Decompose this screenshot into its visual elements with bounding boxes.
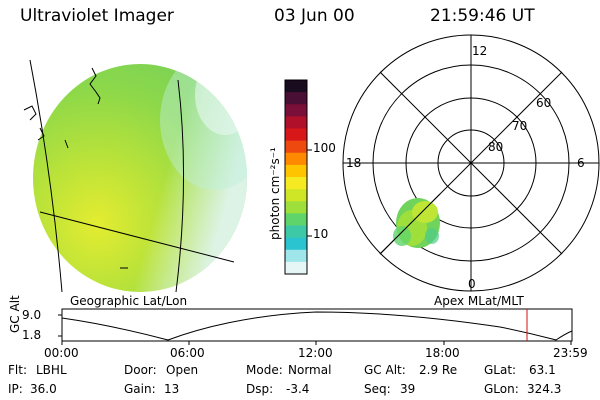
colorbar-tick-100: 100: [313, 141, 336, 155]
colorbar-band: [285, 140, 307, 154]
colorbar-band: [285, 213, 307, 226]
time-label: 21:59:46 UT: [430, 6, 535, 26]
apex-label: Apex MLat/MLT: [434, 294, 524, 308]
colorbar-band: [285, 261, 307, 275]
mlat-label-80: 80: [488, 140, 504, 154]
coastline: [23, 105, 37, 121]
longitude-line: [29, 59, 63, 293]
colorbar-band: [285, 80, 307, 93]
info-flt-value: LBHL: [36, 363, 67, 377]
info-mode-value: Normal: [288, 363, 332, 377]
colorbar-band: [285, 201, 307, 214]
altitude-ytick-min: 1.8: [22, 328, 42, 342]
colorbar-band: [285, 104, 307, 117]
colorbar-band: [285, 92, 307, 105]
info-glat-label: GLat:: [484, 363, 517, 377]
coastline: [64, 139, 69, 149]
altitude-xtick: 18:00: [425, 346, 460, 360]
info-seq-value: 39: [400, 382, 416, 396]
colorbar-band: [285, 189, 307, 202]
altitude-xtick: 12:00: [298, 346, 333, 360]
instrument-title: Ultraviolet Imager: [20, 6, 174, 26]
info-gain-label: Gain:: [124, 382, 156, 396]
terminator-haze: [33, 64, 247, 292]
mlat-label-60: 60: [536, 96, 552, 110]
altitude-curve: [61, 311, 573, 341]
mlat-label-70: 70: [512, 119, 528, 133]
mlt-label-0: 0: [468, 277, 476, 291]
info-glon-value: 324.3: [527, 382, 562, 396]
info-ip-label: IP:: [8, 382, 23, 396]
coastline: [37, 127, 45, 141]
info-gain-value: 13: [164, 382, 180, 396]
altitude-xtick: 00:00: [44, 346, 79, 360]
info-glon-label: GLon:: [484, 382, 519, 396]
mlt-label-6: 6: [577, 156, 585, 170]
auroral-blob: [393, 198, 440, 248]
altitude-ytick-max: 9.0: [22, 308, 42, 322]
info-dsp-label: Dsp:: [246, 382, 274, 396]
info-glat-value: 63.1: [529, 363, 556, 377]
info-seq-label: Seq:: [364, 382, 391, 396]
info-dsp-value: -3.4: [286, 382, 310, 396]
mlt-label-12: 12: [472, 44, 488, 58]
mlt-label-18: 18: [346, 156, 362, 170]
colorbar-band: [285, 152, 307, 166]
info-mode-label: Mode:: [246, 363, 283, 377]
colorbar-tick-10: 10: [313, 227, 329, 241]
colorbar-band: [285, 177, 307, 190]
colorbar-band: [285, 116, 307, 129]
info-door-label: Door:: [124, 363, 157, 377]
info-ip-value: 36.0: [30, 382, 57, 396]
longitude-line: [175, 79, 185, 293]
colorbar-band: [285, 225, 307, 239]
date-label: 03 Jun 00: [274, 6, 355, 26]
altitude-xtick: 23:59: [553, 346, 588, 360]
colorbar-band: [285, 237, 307, 251]
altitude-xtick: 06:00: [170, 346, 205, 360]
colorbar-band: [285, 128, 307, 142]
info-gcalt-value: 2.9 Re: [419, 363, 458, 377]
colorbar-band: [285, 249, 307, 263]
geographic-label: Geographic Lat/Lon: [70, 294, 188, 308]
latitude-line: [39, 211, 235, 263]
colorbar-band: [285, 164, 307, 178]
info-flt-label: Flt:: [8, 363, 27, 377]
altitude-ylabel: GC Alt: [8, 295, 22, 333]
info-gcalt-label: GC Alt:: [364, 363, 406, 377]
coastline: [89, 67, 101, 105]
info-door-value: Open: [166, 363, 199, 377]
